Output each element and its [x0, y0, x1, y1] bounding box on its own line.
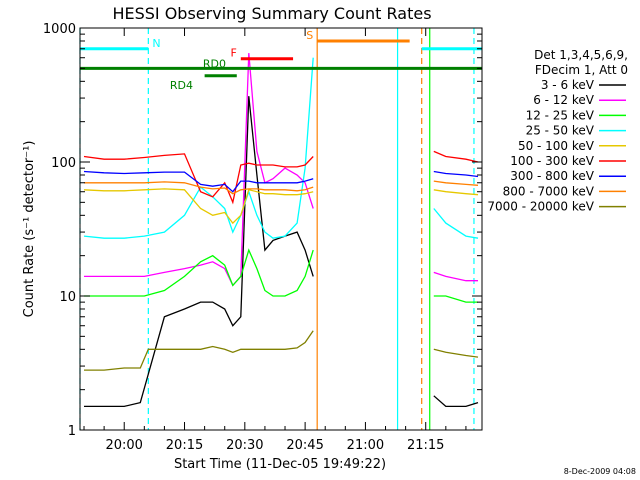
plot-frame [79, 27, 483, 431]
annotation-label-2: S [306, 29, 313, 42]
y-tick-label-2: 100 [51, 156, 76, 171]
annotation-label-3: F [230, 47, 236, 60]
series-lines [83, 53, 479, 408]
y-axis-label: Count Rate (s⁻¹ detector⁻¹) [22, 141, 37, 318]
footer-timestamp: 8-Dec-2009 04:08 [564, 467, 636, 476]
legend-label-4: 50 - 100 keV [518, 139, 595, 153]
x-tick-label-5: 21:15 [407, 438, 444, 453]
y-tick-label-1: 10 [59, 290, 76, 305]
series-line-2 [84, 248, 478, 303]
x-tick-label-4: 21:00 [347, 438, 384, 453]
x-axis-ticks: 20:00 20:15 20:30 20:45 21:00 21:15 [83, 28, 467, 453]
legend-label-7: 800 - 7000 keV [503, 184, 595, 198]
legend-label-2: 12 - 25 keV [526, 108, 595, 122]
annotation-label-0: N [152, 37, 160, 50]
annotation-label-4: RD0 [203, 57, 226, 70]
chart-title: HESSI Observing Summary Count Rates [112, 4, 431, 23]
annotation-bars: N S F RD0 RD4 [80, 29, 482, 92]
legend-header-1: Det 1,3,4,5,6,9, [534, 48, 628, 62]
series-line-8 [84, 330, 479, 371]
legend-label-5: 100 - 300 keV [510, 154, 594, 168]
legend-label-6: 300 - 800 keV [510, 169, 594, 183]
x-tick-label-1: 20:15 [166, 438, 203, 453]
legend-label-1: 6 - 12 keV [533, 93, 595, 107]
series-line-4 [83, 188, 479, 225]
vertical-markers [79, 28, 475, 430]
legend-header-2: FDecim 1, Att 0 [535, 63, 628, 77]
legend: Det 1,3,4,5,6,9, FDecim 1, Att 0 3 - 6 k… [487, 48, 628, 214]
series-line-1 [84, 53, 478, 287]
legend-label-0: 3 - 6 keV [541, 78, 595, 92]
x-axis-label: Start Time (11-Dec-05 19:49:22) [174, 457, 386, 472]
y-tick-label-0: 1 [68, 424, 76, 439]
legend-label-3: 25 - 50 keV [526, 124, 595, 138]
annotation-label-5: RD4 [170, 79, 193, 92]
series-line-7 [84, 180, 479, 195]
y-axis-ticks: 1 10 100 1000 [43, 22, 482, 439]
legend-label-8: 7000 - 20000 keV [487, 200, 594, 214]
x-tick-label-2: 20:30 [226, 438, 263, 453]
y-tick-label-3: 1000 [43, 22, 76, 37]
series-line-5 [83, 150, 479, 205]
x-tick-label-3: 20:45 [286, 438, 323, 453]
series-line-6 [83, 170, 479, 193]
series-line-3 [83, 57, 479, 239]
x-tick-label-0: 20:00 [105, 438, 142, 453]
